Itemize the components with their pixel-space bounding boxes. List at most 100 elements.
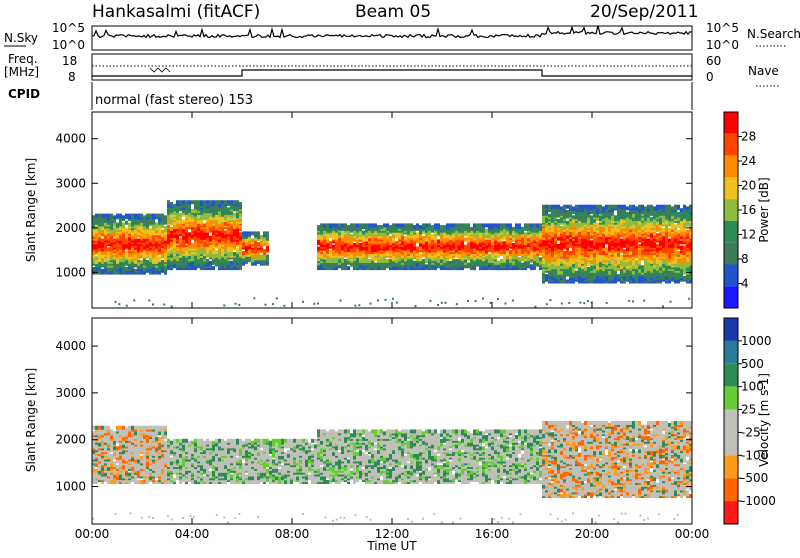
heatmap-cell [518, 234, 521, 238]
heatmap-cell [355, 305, 357, 307]
heatmap-cell [413, 261, 416, 265]
heatmap-cell [323, 223, 326, 227]
heatmap-cell [233, 261, 236, 265]
heatmap-cell [407, 245, 410, 249]
heatmap-cell [362, 241, 365, 245]
heatmap-cell [680, 228, 683, 232]
heatmap-cell [218, 200, 221, 204]
heatmap-cell [125, 255, 128, 259]
heatmap-cell [686, 206, 689, 210]
heatmap-cell [614, 205, 617, 209]
heatmap-cell [350, 248, 353, 252]
heatmap-cell [653, 206, 656, 210]
heatmap-cell [668, 274, 671, 278]
heatmap-cell [659, 205, 662, 209]
heatmap-cell [485, 266, 488, 270]
heatmap-cell [374, 245, 377, 249]
heatmap-cell [152, 226, 155, 230]
heatmap-cell [395, 241, 398, 245]
heatmap-cell [233, 241, 236, 245]
heatmap-cell [356, 223, 359, 227]
heatmap-cell [668, 215, 671, 219]
heatmap-cell [158, 240, 161, 244]
heatmap-cell [239, 213, 242, 217]
heatmap-cell [569, 205, 572, 209]
heatmap-cell [98, 258, 101, 262]
heatmap-cell [566, 244, 569, 248]
heatmap-cell [431, 225, 434, 229]
heatmap-cell [191, 200, 194, 204]
heatmap-cell [623, 205, 626, 209]
heatmap-cell [536, 223, 539, 227]
station-title: Hankasalmi (fitACF) [92, 2, 260, 22]
heatmap-cell [158, 262, 161, 266]
heatmap-cell [623, 264, 626, 268]
heatmap-cell [104, 223, 107, 227]
heatmap-cell [419, 247, 422, 251]
heatmap-cell [332, 250, 335, 254]
heatmap-cell [464, 223, 467, 227]
heatmap-cell [632, 271, 635, 275]
heatmap-cell [326, 263, 329, 267]
heatmap-cell [659, 217, 662, 221]
heatmap-cell [614, 276, 617, 280]
heatmap-cell [134, 269, 137, 273]
heatmap-cell [164, 231, 167, 235]
heatmap-cell [542, 278, 545, 282]
heatmap-cell [590, 228, 593, 232]
heatmap-cell [674, 247, 677, 251]
heatmap-cell [170, 257, 173, 261]
heatmap-cell [473, 243, 476, 247]
heatmap-cell [131, 271, 134, 275]
heatmap-cell [641, 265, 644, 269]
heatmap-cell [563, 280, 566, 284]
heatmap-cell [587, 267, 590, 271]
heatmap-cell [338, 241, 341, 245]
heatmap-cell [671, 224, 674, 228]
heatmap-cell [227, 227, 230, 231]
heatmap-cell [617, 215, 620, 219]
heatmap-cell [593, 274, 596, 278]
heatmap-cell [230, 200, 233, 204]
heatmap-cell [104, 269, 107, 273]
heatmap-cell [563, 251, 566, 255]
heatmap-cell [263, 249, 266, 253]
heatmap-cell [215, 225, 218, 229]
heatmap-cell [557, 205, 560, 209]
heatmap-cell [170, 209, 173, 213]
heatmap-cell [185, 200, 188, 204]
heatmap-cell [368, 227, 371, 231]
freq-label-line2: [MHz] [4, 65, 39, 79]
heatmap-cell [635, 206, 638, 210]
heatmap-cell [605, 269, 608, 273]
heatmap-cell [575, 239, 578, 243]
heatmap-cell [644, 215, 647, 219]
heatmap-cell [593, 205, 596, 209]
heatmap-cell [572, 264, 575, 268]
heatmap-cell [389, 250, 392, 254]
heatmap-cell [485, 229, 488, 233]
heatmap-cell [206, 247, 209, 251]
heatmap-cell [638, 265, 641, 269]
heatmap-cell [686, 230, 689, 234]
heatmap-cell [599, 280, 602, 284]
heatmap-cell [635, 280, 638, 284]
heatmap-cell [662, 260, 665, 264]
heatmap-cell [128, 223, 131, 227]
heatmap-cell [209, 250, 212, 254]
heatmap-cell [254, 247, 257, 251]
heatmap-cell [113, 223, 116, 227]
heatmap-cell [542, 228, 545, 232]
heatmap-cell [632, 265, 635, 269]
heatmap-cell [551, 214, 554, 218]
freq-wiggle [150, 68, 170, 72]
heatmap-cell [458, 239, 461, 243]
heatmap-cell [620, 255, 623, 259]
heatmap-cell [323, 263, 326, 267]
heatmap-cell [368, 238, 371, 242]
heatmap-cell [545, 260, 548, 264]
heatmap-cell [101, 226, 104, 230]
heatmap-cell [323, 227, 326, 231]
heatmap-cell [614, 215, 617, 219]
